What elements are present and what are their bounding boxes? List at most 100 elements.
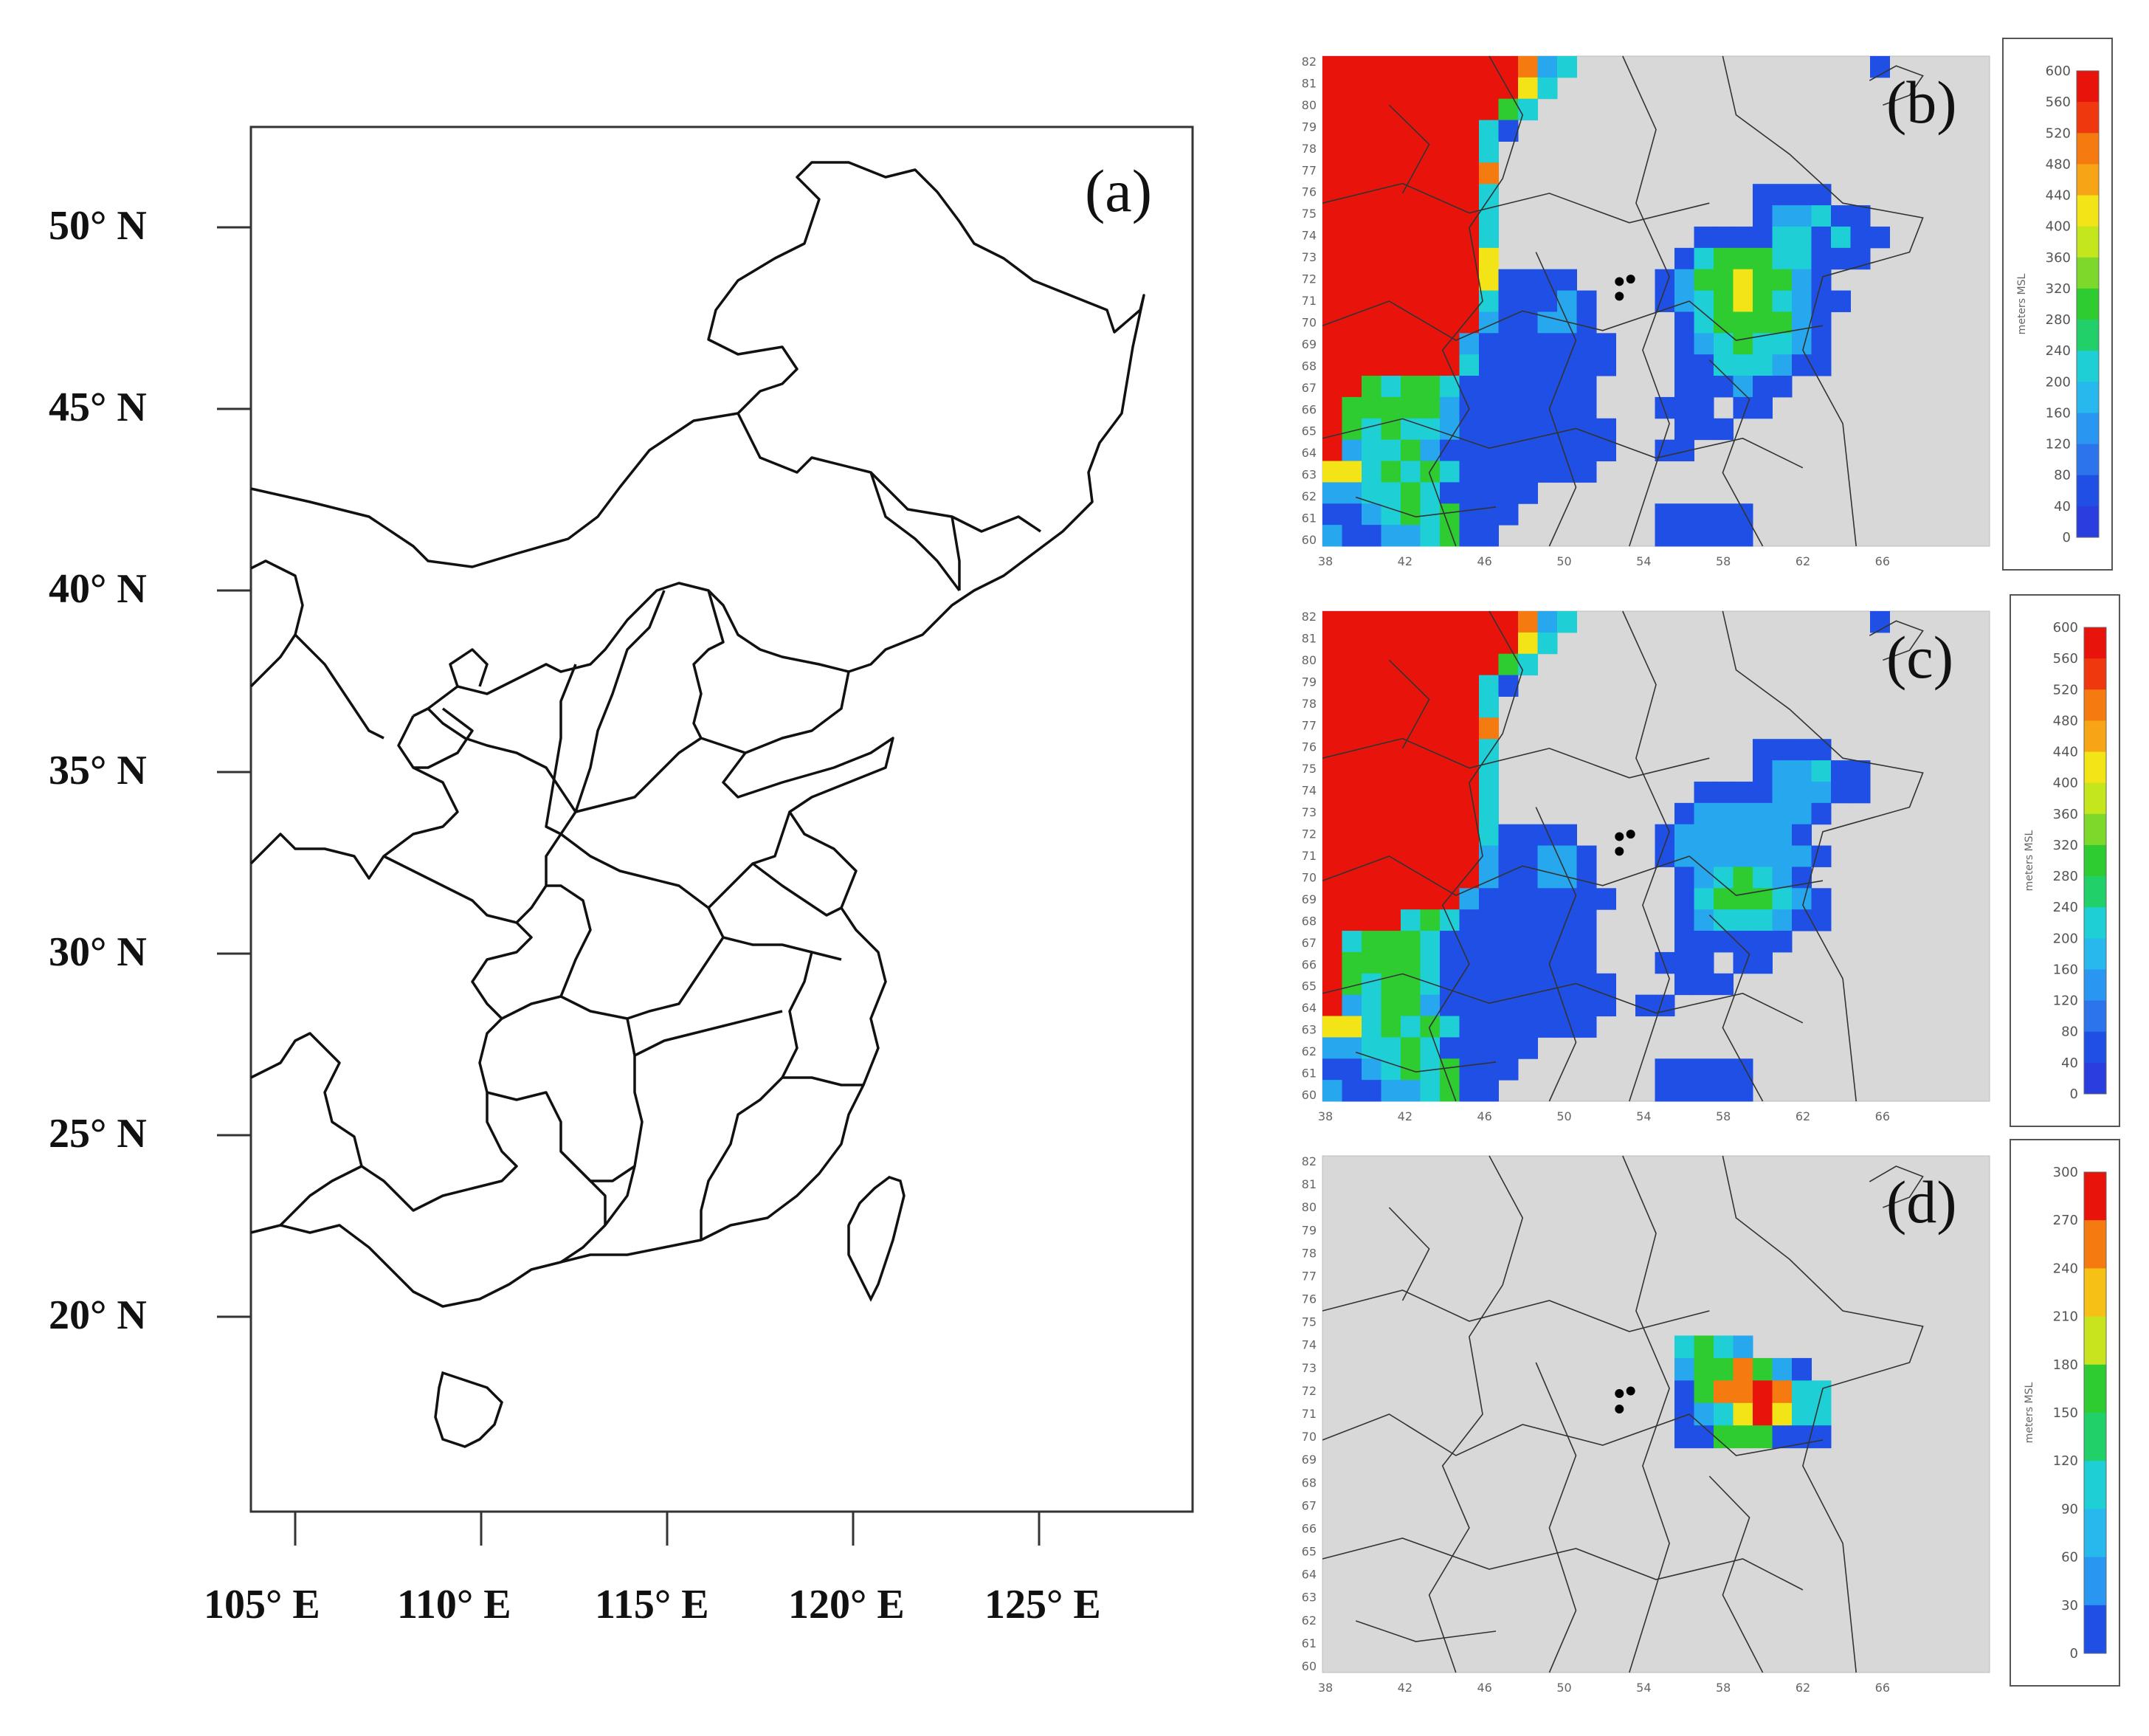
grid-cell — [1557, 994, 1577, 1017]
grid-cell — [1674, 1380, 1694, 1404]
colorbar-swatch — [2084, 1413, 2106, 1461]
grid-cell — [1792, 781, 1812, 804]
grid-cell — [1498, 290, 1519, 312]
grid-cell — [1576, 1016, 1597, 1038]
grid-cell — [1322, 396, 1342, 419]
y-tick-label: 61 — [1302, 512, 1317, 526]
station-dot — [1626, 830, 1635, 839]
colorbar-tick-label: 520 — [2046, 125, 2071, 141]
grid-cell — [1576, 931, 1597, 953]
grid-cell — [1792, 909, 1812, 931]
colorbar-swatch — [2084, 1605, 2106, 1654]
colorbar-tick-label: 600 — [2046, 63, 2071, 79]
grid-cell — [1537, 461, 1558, 483]
grid-cell — [1753, 226, 1773, 249]
grid-cell — [1381, 226, 1401, 249]
grid-cell — [1401, 247, 1421, 270]
grid-cell — [1401, 909, 1421, 931]
grid-cell — [1381, 611, 1401, 633]
boundary-line — [1708, 359, 1764, 547]
grid-cell — [1792, 760, 1812, 782]
grid-cell — [1362, 77, 1382, 100]
grid-cell — [1381, 696, 1401, 718]
grid-cell — [1674, 247, 1694, 270]
grid-cell — [1362, 696, 1382, 718]
grid-cell — [1362, 653, 1382, 676]
grid-cell — [1420, 739, 1441, 761]
grid-cell — [1674, 931, 1694, 953]
grid-cell — [1498, 77, 1519, 100]
grid-cell — [1694, 1335, 1714, 1359]
grid-cell — [1322, 824, 1342, 847]
grid-cell — [1772, 781, 1793, 804]
grid-cell — [1557, 909, 1577, 931]
grid-cell — [1381, 845, 1401, 867]
grid-cell — [1342, 1037, 1362, 1059]
grid-cell — [1576, 973, 1597, 996]
boundary-line — [1322, 182, 1710, 224]
grid-cell — [1342, 653, 1362, 676]
grid-cell — [1479, 653, 1499, 676]
grid-cell — [1772, 1380, 1793, 1404]
x-tick-label: 50 — [1556, 1109, 1571, 1123]
grid-cell — [1674, 418, 1694, 441]
colorbar-tick-label: 240 — [2053, 1261, 2078, 1276]
grid-cell — [1537, 632, 1558, 655]
grid-cell — [1714, 802, 1734, 825]
grid-cell — [1459, 141, 1480, 163]
y-tick-label: 71 — [1302, 849, 1317, 863]
grid-cell — [1401, 503, 1421, 526]
grid-cell — [1772, 290, 1793, 312]
grid-cell — [1381, 141, 1401, 163]
colorbar-swatch — [2084, 1000, 2106, 1033]
grid-cell — [1772, 226, 1793, 249]
grid-cell — [1772, 1425, 1793, 1449]
lon-label-125: 125° E — [984, 1582, 1101, 1628]
station-dot — [1626, 1386, 1635, 1396]
grid-cell — [1342, 1016, 1362, 1038]
boundary-line — [1535, 252, 1577, 547]
panel-c: (c) 82 81 80 79 78 77 76 75 74 73 72 71 70 69 68 67 66 65 6… — [1302, 594, 2120, 1127]
grid-cell — [1459, 482, 1480, 504]
colorbar-swatch — [2084, 689, 2106, 721]
grid-cell — [1342, 845, 1362, 867]
x-tick-label: 66 — [1875, 1109, 1890, 1123]
grid-cell — [1576, 909, 1597, 931]
grid-cell — [1342, 739, 1362, 761]
y-tick-label: 75 — [1302, 762, 1317, 776]
colorbar-swatch — [2077, 226, 2099, 258]
grid-cell — [1518, 376, 1538, 398]
y-tick-label: 64 — [1302, 446, 1317, 460]
grid-cell — [1714, 376, 1734, 398]
grid-cell — [1850, 205, 1871, 227]
grid-cell — [1440, 120, 1460, 142]
grid-cell — [1772, 184, 1793, 206]
grid-cell — [1733, 290, 1753, 312]
colorbar-tick-label: 520 — [2053, 682, 2078, 698]
x-tick-label: 66 — [1875, 554, 1890, 568]
grid-cell — [1792, 1357, 1812, 1381]
boundary-line — [1322, 973, 1804, 1024]
grid-cell — [1714, 1357, 1734, 1381]
grid-cell — [1694, 376, 1714, 398]
grid-cell — [1322, 354, 1342, 376]
grid-cell — [1440, 290, 1460, 312]
grid-cell — [1655, 1080, 1675, 1102]
y-tick-label: 65 — [1302, 1545, 1317, 1559]
x-tick-label: 46 — [1477, 1681, 1491, 1695]
colorbar-tick-label: 30 — [2061, 1598, 2078, 1613]
grid-cell — [1655, 396, 1675, 419]
grid-cell — [1342, 802, 1362, 825]
grid-cell — [1420, 717, 1441, 740]
colorbar-tick-label: 360 — [2053, 807, 2078, 822]
grid-cell — [1342, 931, 1362, 953]
grid-cell — [1381, 482, 1401, 504]
grid-cell — [1362, 396, 1382, 419]
grid-cell — [1420, 951, 1441, 974]
grid-cell — [1420, 162, 1441, 185]
grid-cell — [1342, 98, 1362, 121]
grid-cell — [1420, 269, 1441, 292]
grid-cell — [1362, 226, 1382, 249]
boundary-line — [1708, 914, 1764, 1102]
grid-cell — [1342, 141, 1362, 163]
